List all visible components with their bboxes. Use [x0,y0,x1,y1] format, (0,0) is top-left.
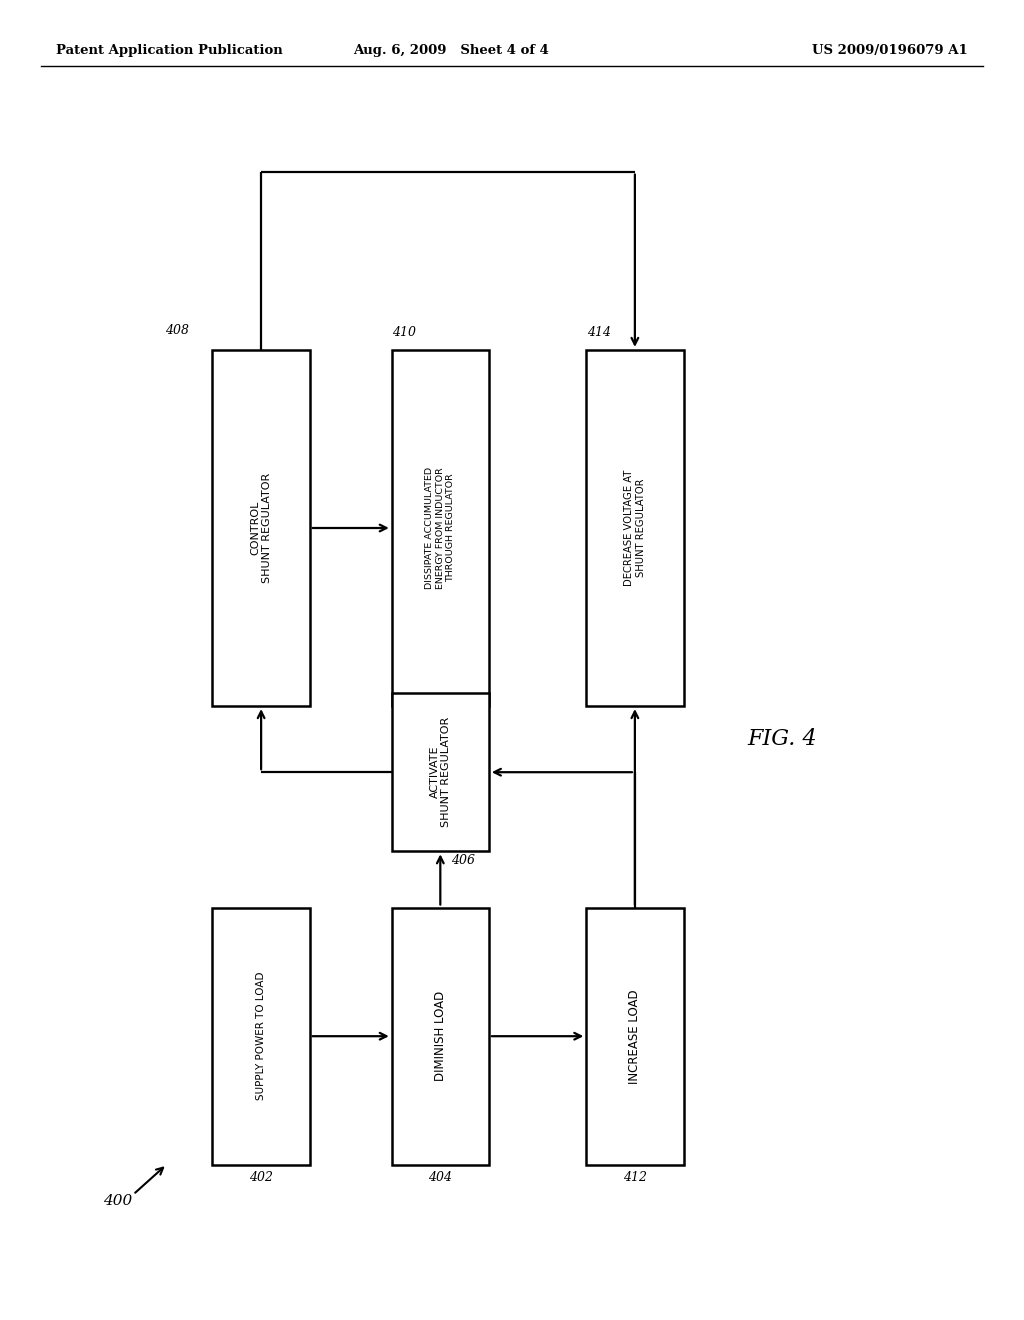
Text: 408: 408 [166,323,189,337]
Text: US 2009/0196079 A1: US 2009/0196079 A1 [812,44,968,57]
Text: 412: 412 [623,1171,647,1184]
Text: DISSIPATE ACCUMULATED
ENERGY FROM INDUCTOR
THROUGH REGULATOR: DISSIPATE ACCUMULATED ENERGY FROM INDUCT… [425,467,456,589]
Text: 404: 404 [428,1171,453,1184]
Bar [586,350,684,706]
Bar [213,350,309,706]
Text: CONTROL
SHUNT REGULATOR: CONTROL SHUNT REGULATOR [250,473,272,583]
Text: DIMINISH LOAD: DIMINISH LOAD [434,991,446,1081]
Bar [586,908,684,1166]
Bar [213,908,309,1166]
Text: SUPPLY POWER TO LOAD: SUPPLY POWER TO LOAD [256,972,266,1101]
Text: Patent Application Publication: Patent Application Publication [56,44,283,57]
Text: 402: 402 [249,1171,273,1184]
Text: 414: 414 [587,326,610,339]
Text: 406: 406 [451,854,474,867]
Text: Aug. 6, 2009   Sheet 4 of 4: Aug. 6, 2009 Sheet 4 of 4 [352,44,549,57]
Text: INCREASE LOAD: INCREASE LOAD [629,989,641,1084]
Text: FIG. 4: FIG. 4 [748,729,817,750]
Text: 410: 410 [392,326,416,339]
Text: DECREASE VOLTAGE AT
SHUNT REGULATOR: DECREASE VOLTAGE AT SHUNT REGULATOR [624,470,646,586]
Bar [391,693,489,851]
Bar [391,350,489,706]
Bar [391,908,489,1166]
Text: 400: 400 [103,1195,132,1208]
Text: ACTIVATE
SHUNT REGULATOR: ACTIVATE SHUNT REGULATOR [429,717,452,828]
